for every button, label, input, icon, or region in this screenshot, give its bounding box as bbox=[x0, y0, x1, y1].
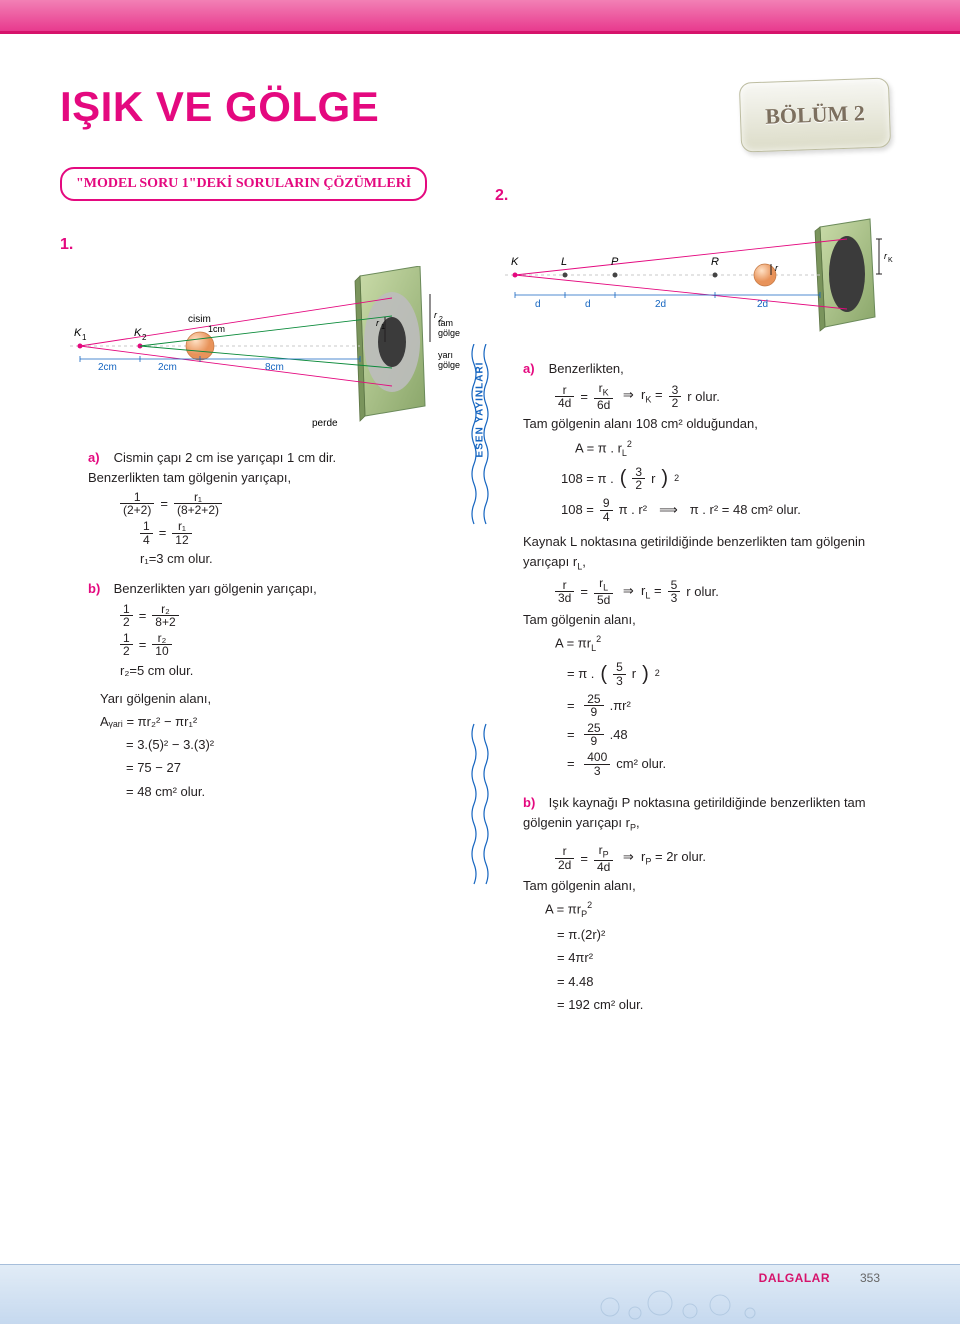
svg-text:1cm: 1cm bbox=[208, 324, 225, 334]
svg-text:2d: 2d bbox=[757, 299, 768, 310]
q1b-text1: Benzerlikten yarı gölgenin yarıçapı, bbox=[114, 581, 317, 596]
svg-text:gölge: gölge bbox=[438, 328, 460, 338]
svg-text:2: 2 bbox=[142, 333, 147, 342]
svg-text:perde: perde bbox=[312, 418, 338, 429]
left-column: IŞIK VE GÖLGE "MODEL SORU 1"DEKİ SORULAR… bbox=[60, 74, 465, 1018]
q2b-e5: = 4.48 bbox=[557, 972, 900, 992]
q1b-result1: r₂=5 cm olur. bbox=[120, 661, 465, 681]
q1a-result: r₁=3 cm olur. bbox=[140, 549, 465, 569]
model-banner: "MODEL SORU 1"DEKİ SORULARIN ÇÖZÜMLERİ bbox=[60, 167, 427, 201]
q1b-a1: Aᵧₐᵣᵢ = πr₂² − πr₁² bbox=[100, 712, 465, 732]
q2b-line2: Tam gölgenin alanı, bbox=[523, 876, 900, 896]
q2a-line2: Tam gölgenin alanı 108 cm² olduğundan, bbox=[523, 414, 900, 434]
svg-text:d: d bbox=[535, 299, 541, 310]
svg-text:tam: tam bbox=[438, 318, 453, 328]
header-bar bbox=[0, 0, 960, 34]
svg-text:P: P bbox=[611, 256, 619, 268]
q1b-a3: = 75 − 27 bbox=[126, 758, 465, 778]
svg-text:d: d bbox=[585, 299, 591, 310]
svg-text:8cm: 8cm bbox=[265, 362, 284, 373]
part-b-label: b) bbox=[88, 579, 110, 599]
q2b-e4: = 4πr² bbox=[557, 948, 900, 968]
svg-text:R: R bbox=[711, 256, 719, 268]
q1b-lead2: Yarı gölgenin alanı, bbox=[100, 689, 465, 709]
svg-text:K: K bbox=[888, 257, 893, 264]
svg-text:r: r bbox=[775, 263, 779, 273]
part-a-label: a) bbox=[88, 448, 110, 468]
q2b-e6: = 192 cm² olur. bbox=[557, 995, 900, 1015]
q1b-a2: = 3.(5)² − 3.(3)² bbox=[126, 735, 465, 755]
q2-part-a: a) bbox=[523, 359, 545, 379]
right-column: 2. bbox=[495, 74, 900, 1018]
q2b-e3: = π.(2r)² bbox=[557, 925, 900, 945]
q1a-text1: Cismin çapı 2 cm ise yarıçapı 1 cm dir. bbox=[114, 450, 337, 465]
svg-text:2cm: 2cm bbox=[98, 362, 117, 373]
svg-text:yarı: yarı bbox=[438, 350, 453, 360]
svg-text:1: 1 bbox=[82, 333, 87, 342]
q2a-line3: Kaynak L noktasına getirildiğinde benzer… bbox=[523, 532, 900, 575]
q2-part-b: b) bbox=[523, 793, 545, 813]
svg-text:K: K bbox=[74, 327, 82, 339]
q1a-text2: Benzerlikten tam gölgenin yarıçapı, bbox=[88, 468, 465, 488]
svg-text:2d: 2d bbox=[655, 299, 666, 310]
q1b-a4: = 48 cm² olur. bbox=[126, 782, 465, 802]
q2a-line4: Tam gölgenin alanı, bbox=[523, 610, 900, 630]
svg-text:K: K bbox=[134, 327, 142, 339]
q2b-lead: Işık kaynağı P noktasına getirildiğinde … bbox=[523, 795, 866, 830]
page-content: ESEN YAYINLARI IŞIK VE GÖLGE "MODEL SORU… bbox=[0, 34, 960, 1018]
footer-strip: DALGALAR 353 bbox=[0, 1264, 960, 1324]
footer-page: 353 bbox=[860, 1271, 880, 1285]
svg-text:K: K bbox=[511, 256, 519, 268]
q2a-lead: Benzerlikten, bbox=[549, 361, 624, 376]
q1-diagram: r1 r2 K1 K2 cisim 1cm tam gölge yarı göl… bbox=[60, 266, 460, 436]
svg-text:2cm: 2cm bbox=[158, 362, 177, 373]
question-number-2: 2. bbox=[495, 184, 900, 209]
question-number: 1. bbox=[60, 233, 465, 258]
footer-section: DALGALAR bbox=[759, 1271, 830, 1285]
svg-text:1: 1 bbox=[381, 324, 385, 331]
chapter-title: IŞIK VE GÖLGE bbox=[60, 74, 465, 139]
svg-text:L: L bbox=[561, 256, 567, 268]
svg-text:gölge: gölge bbox=[438, 360, 460, 370]
q2-diagram: r rK K L P R d d 2d 2d bbox=[495, 217, 895, 347]
publisher-vertical-label: ESEN YAYINLARI bbox=[475, 362, 486, 458]
